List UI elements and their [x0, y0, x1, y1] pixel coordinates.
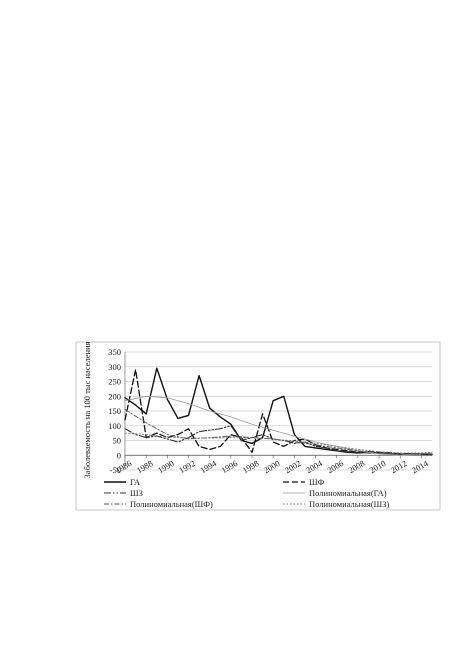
y-tick-label: 200: [108, 391, 121, 401]
legend-label-3: Полиномиальная(ГА): [309, 488, 387, 498]
x-tick-label: 2008: [347, 458, 367, 475]
y-tick-label: 100: [108, 421, 121, 431]
legend-label-5: Полиномиальная(ШЗ): [309, 499, 389, 509]
y-tick-label: 150: [108, 406, 121, 416]
series-line-3: [124, 395, 433, 456]
x-tick-label: 1986: [114, 458, 134, 475]
series-lines: [124, 367, 433, 456]
legend-label-2: ШЗ: [130, 488, 143, 498]
legend-label-0: ГА: [130, 477, 141, 487]
y-tick-label: 0: [117, 450, 121, 460]
y-tick-label: 250: [108, 377, 121, 387]
x-tick-label: 2002: [283, 458, 303, 475]
x-tick-label: 2006: [325, 458, 345, 475]
x-tick-label: 1988: [135, 458, 155, 475]
x-tick-label: 2014: [410, 458, 430, 476]
y-tick-label: 300: [108, 362, 121, 372]
x-tick-label: 2004: [304, 458, 324, 476]
x-tick-label: 1994: [198, 458, 218, 476]
x-tick-label: 2010: [368, 458, 388, 475]
legend-label-4: Полиномиальная(ШФ): [130, 499, 213, 509]
y-tick-label: -50: [110, 465, 121, 475]
chart-frame: [75, 341, 441, 511]
x-tick-label: 1996: [220, 458, 240, 475]
x-tick-label: 1990: [156, 458, 176, 475]
x-tick-label: 1998: [241, 458, 261, 475]
series-line-1: [124, 369, 433, 456]
y-tick-label: 50: [113, 436, 122, 446]
axes: -50 0 50 100 150 200 250 300 350 1986 1988 1990 1992…: [108, 347, 432, 475]
x-tick-label: 2000: [262, 458, 282, 475]
legend-label-1: ШФ: [309, 477, 325, 487]
x-tick-label: 1992: [177, 458, 197, 475]
y-tick-label: 350: [108, 347, 121, 357]
series-line-4: [124, 409, 433, 455]
x-tick-label: 2012: [389, 458, 409, 475]
series-line-5: [124, 432, 433, 454]
y-axis-label: Заболеваемость на 100 тыс населения: [82, 341, 92, 478]
